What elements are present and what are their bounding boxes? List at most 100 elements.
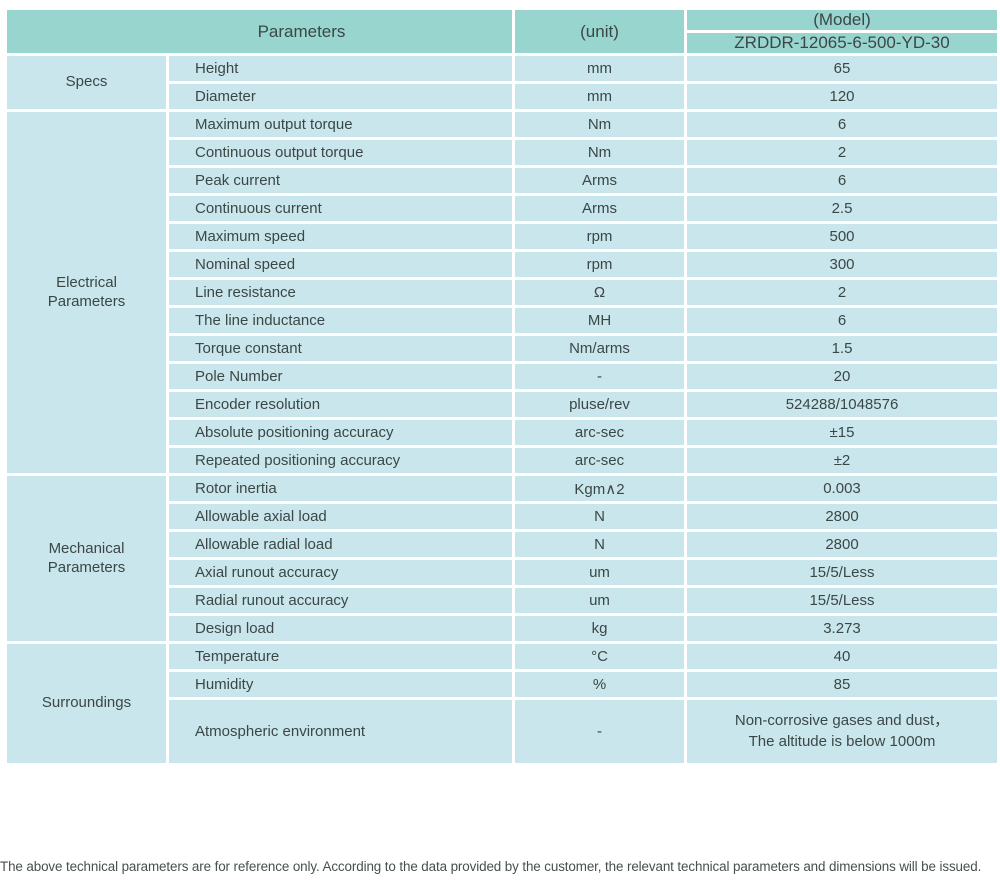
param-value: 0.003 bbox=[684, 473, 1000, 504]
unit-header: (unit) bbox=[512, 7, 687, 56]
param-unit: Arms bbox=[512, 193, 687, 224]
param-value: 6 bbox=[684, 165, 1000, 196]
param-unit: Kgm∧2 bbox=[512, 473, 687, 504]
param-name: Continuous output torque bbox=[166, 137, 515, 168]
model-header: (Model) bbox=[684, 7, 1000, 33]
param-value: 524288/1048576 bbox=[684, 389, 1000, 420]
table-row: Surroundings Temperature °C 40 bbox=[4, 641, 1000, 766]
param-unit: Nm bbox=[512, 137, 687, 168]
param-value: ±15 bbox=[684, 417, 1000, 448]
param-unit: pluse/rev bbox=[512, 389, 687, 420]
header-row-1: Parameters (unit) (Model) bbox=[4, 7, 1000, 56]
param-name: Design load bbox=[166, 613, 515, 644]
param-value: 85 bbox=[684, 669, 1000, 700]
table-row: Axial runout accuracy um 15/5/Less bbox=[6, 557, 1000, 588]
param-unit: um bbox=[512, 585, 687, 616]
param-value: Non-corrosive gases and dust， The altitu… bbox=[684, 697, 1000, 766]
table-row: Allowable radial load N 2800 bbox=[6, 529, 1000, 560]
footer-disclaimer: The above technical parameters are for r… bbox=[0, 859, 982, 874]
model-code: ZRDDR-12065-6-500-YD-30 bbox=[684, 30, 1000, 56]
table-row: Pole Number - 20 bbox=[6, 361, 1000, 392]
param-unit: Ω bbox=[512, 277, 687, 308]
param-unit: - bbox=[512, 361, 687, 392]
section-label-surroundings: Surroundings bbox=[4, 641, 169, 766]
param-unit: °C bbox=[512, 641, 687, 672]
param-unit: mm bbox=[512, 81, 687, 112]
param-name: Maximum speed bbox=[166, 221, 515, 252]
param-value: ±2 bbox=[684, 445, 1000, 476]
param-unit: mm bbox=[512, 53, 687, 84]
param-unit: Nm bbox=[512, 109, 687, 140]
param-name: Repeated positioning accuracy bbox=[166, 445, 515, 476]
table-row: Design load kg 3.273 bbox=[6, 613, 1000, 644]
param-value: 20 bbox=[684, 361, 1000, 392]
param-name: Rotor inertia bbox=[166, 473, 515, 504]
header-row-2: ZRDDR-12065-6-500-YD-30 bbox=[6, 30, 1000, 56]
param-name: Diameter bbox=[166, 81, 515, 112]
param-name: Peak current bbox=[166, 165, 515, 196]
param-value: 1.5 bbox=[684, 333, 1000, 364]
param-value: 40 bbox=[684, 641, 1000, 672]
table-row: Continuous output torque Nm 2 bbox=[6, 137, 1000, 168]
parameters-header: Parameters bbox=[4, 7, 515, 56]
param-name: Pole Number bbox=[166, 361, 515, 392]
param-unit: - bbox=[512, 697, 687, 766]
param-value: 2.5 bbox=[684, 193, 1000, 224]
table-row: Radial runout accuracy um 15/5/Less bbox=[6, 585, 1000, 616]
table-row: Line resistance Ω 2 bbox=[6, 277, 1000, 308]
param-unit: arc-sec bbox=[512, 417, 687, 448]
param-value: 120 bbox=[684, 81, 1000, 112]
table-row: Humidity % 85 bbox=[6, 669, 1000, 700]
param-value: 6 bbox=[684, 109, 1000, 140]
param-value: 2 bbox=[684, 137, 1000, 168]
param-value: 300 bbox=[684, 249, 1000, 280]
table-row: Absolute positioning accuracy arc-sec ±1… bbox=[6, 417, 1000, 448]
table-row: The line inductance MH 6 bbox=[6, 305, 1000, 336]
table-row: Diameter mm 120 bbox=[6, 81, 1000, 112]
section-label-mechanical: Mechanical Parameters bbox=[4, 473, 169, 644]
table-row: Encoder resolution pluse/rev 524288/1048… bbox=[6, 389, 1000, 420]
param-name: Nominal speed bbox=[166, 249, 515, 280]
table-row: Electrical Parameters Maximum output tor… bbox=[4, 109, 1000, 476]
param-unit: arc-sec bbox=[512, 445, 687, 476]
param-name: Allowable radial load bbox=[166, 529, 515, 560]
param-value: 6 bbox=[684, 305, 1000, 336]
table-row: Allowable axial load N 2800 bbox=[6, 501, 1000, 532]
table-row: Continuous current Arms 2.5 bbox=[6, 193, 1000, 224]
param-name: Allowable axial load bbox=[166, 501, 515, 532]
param-unit: % bbox=[512, 669, 687, 700]
param-name: Continuous current bbox=[166, 193, 515, 224]
param-name: Absolute positioning accuracy bbox=[166, 417, 515, 448]
param-unit: rpm bbox=[512, 221, 687, 252]
param-value: 2 bbox=[684, 277, 1000, 308]
param-value: 2800 bbox=[684, 501, 1000, 532]
param-unit: MH bbox=[512, 305, 687, 336]
param-value: 15/5/Less bbox=[684, 585, 1000, 616]
param-value: 2800 bbox=[684, 529, 1000, 560]
section-label-electrical: Electrical Parameters bbox=[4, 109, 169, 476]
table-row: Repeated positioning accuracy arc-sec ±2 bbox=[6, 445, 1000, 476]
table-row: Nominal speed rpm 300 bbox=[6, 249, 1000, 280]
table-row: Torque constant Nm/arms 1.5 bbox=[6, 333, 1000, 364]
param-name: The line inductance bbox=[166, 305, 515, 336]
param-unit: Nm/arms bbox=[512, 333, 687, 364]
param-unit: um bbox=[512, 557, 687, 588]
param-unit: kg bbox=[512, 613, 687, 644]
table-row: Maximum speed rpm 500 bbox=[6, 221, 1000, 252]
param-name: Radial runout accuracy bbox=[166, 585, 515, 616]
section-label-specs: Specs bbox=[4, 53, 169, 112]
param-name: Height bbox=[166, 53, 515, 84]
param-name: Maximum output torque bbox=[166, 109, 515, 140]
param-name: Torque constant bbox=[166, 333, 515, 364]
table-row: Peak current Arms 6 bbox=[6, 165, 1000, 196]
param-value: 65 bbox=[684, 53, 1000, 84]
param-name: Axial runout accuracy bbox=[166, 557, 515, 588]
param-name: Line resistance bbox=[166, 277, 515, 308]
table-row: Mechanical Parameters Rotor inertia Kgm∧… bbox=[4, 473, 1000, 644]
param-name: Encoder resolution bbox=[166, 389, 515, 420]
param-name: Atmospheric environment bbox=[166, 697, 515, 766]
table-row: Atmospheric environment - Non-corrosive … bbox=[6, 697, 1000, 766]
param-value: 3.273 bbox=[684, 613, 1000, 644]
table-row: Specs Height mm 65 bbox=[4, 53, 1000, 112]
param-unit: rpm bbox=[512, 249, 687, 280]
